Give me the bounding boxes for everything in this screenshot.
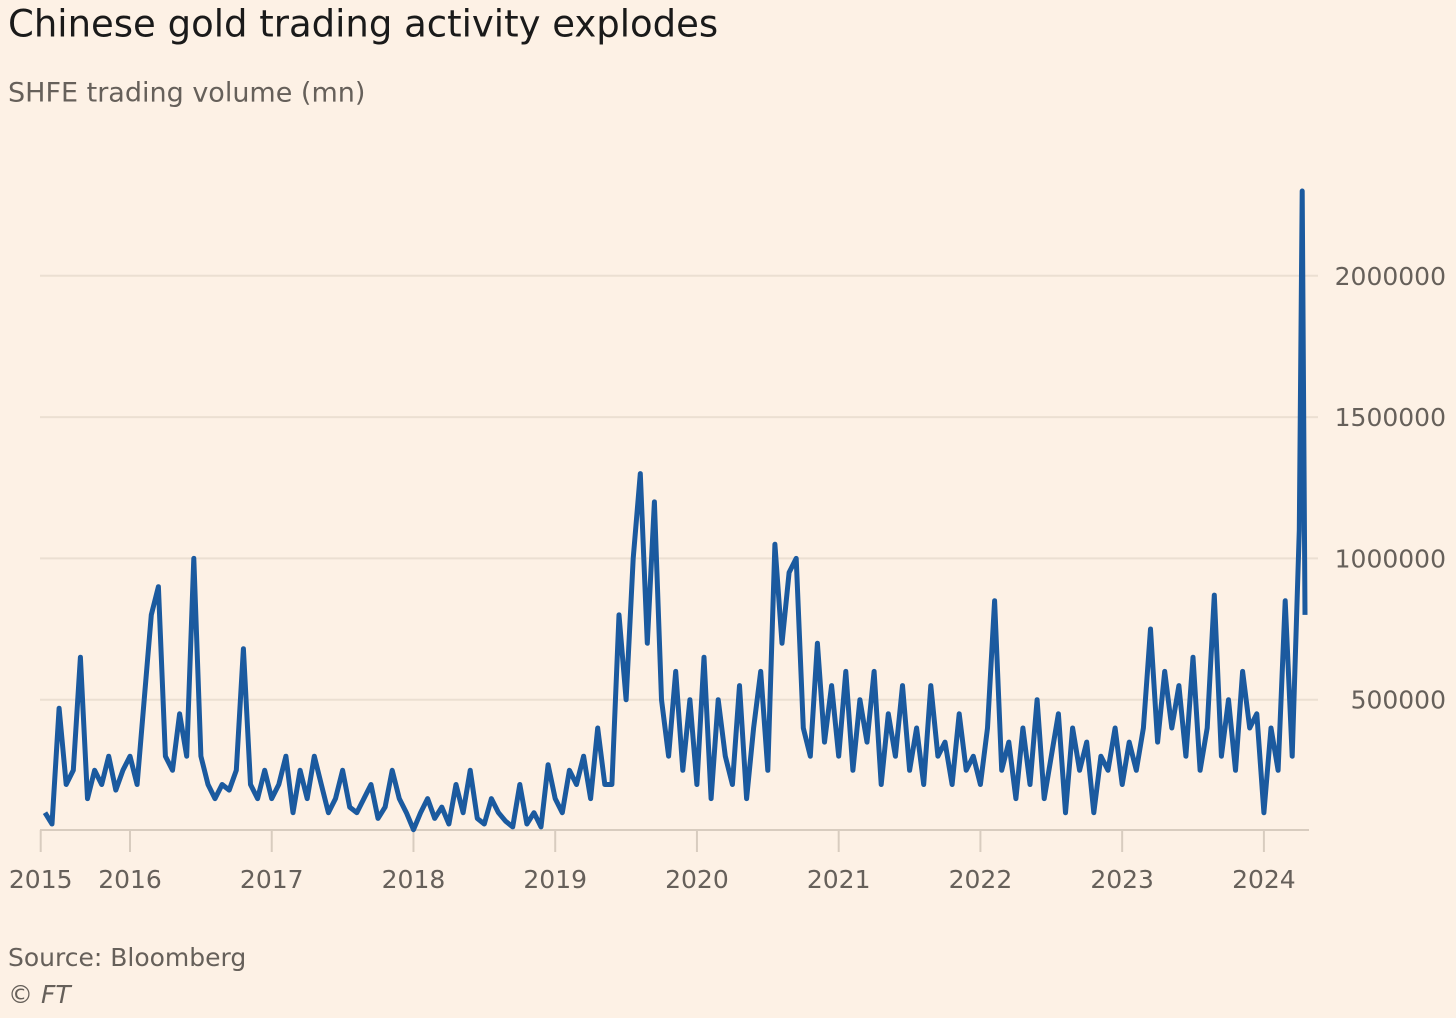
y-tick-label: 500000 xyxy=(1351,686,1446,715)
source: Source: Bloomberg xyxy=(8,943,246,972)
y-tick-label: 2000000 xyxy=(1335,262,1446,291)
chart-title: Chinese gold trading activity explodes xyxy=(8,3,718,46)
x-tick-label: 2023 xyxy=(1090,865,1154,894)
x-tick-label: 2022 xyxy=(949,865,1013,894)
y-tick-label: 1000000 xyxy=(1335,544,1446,573)
y-tick-label: 1500000 xyxy=(1335,403,1446,432)
x-tick-label: 2016 xyxy=(98,865,162,894)
credit: © FT xyxy=(8,980,72,1009)
x-tick-label: 2024 xyxy=(1232,865,1296,894)
series-line xyxy=(42,188,1308,833)
x-tick-label: 2017 xyxy=(240,865,304,894)
x-tick-label: 2018 xyxy=(382,865,446,894)
x-tick-label: 2020 xyxy=(665,865,729,894)
chart-subtitle: SHFE trading volume (mn) xyxy=(8,78,365,109)
x-tick-label: 2021 xyxy=(807,865,871,894)
x-tick-label: 2015 xyxy=(9,865,73,894)
x-tick-label: 2019 xyxy=(523,865,587,894)
